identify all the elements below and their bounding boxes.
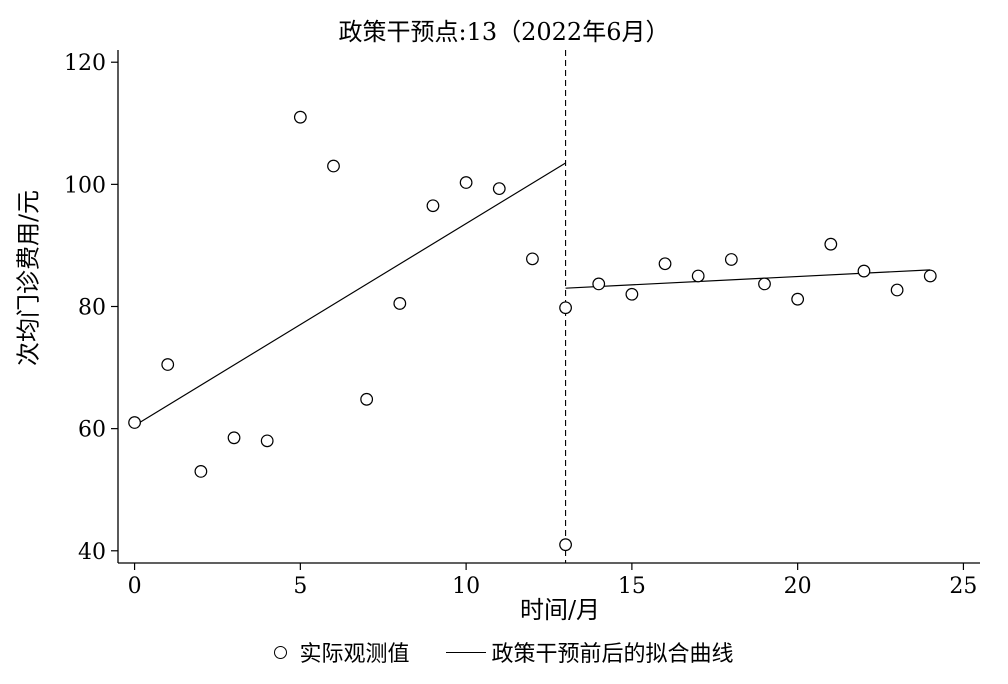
x-tick-label: 10	[452, 574, 480, 599]
fit-line-segment	[565, 269, 931, 289]
line-marker-icon	[445, 651, 486, 653]
data-point	[426, 199, 440, 213]
legend-label-fit: 政策干预前后的拟合曲线	[491, 642, 734, 667]
data-point	[625, 287, 639, 301]
x-tick-label: 20	[784, 574, 812, 599]
x-axis-label: 时间/月	[519, 596, 601, 624]
data-point	[890, 283, 904, 297]
data-point	[194, 464, 208, 478]
y-tick-label: 80	[78, 296, 106, 321]
legend-item-fit: 政策干预前后的拟合曲线	[445, 636, 734, 668]
data-point	[293, 110, 307, 124]
data-point	[492, 182, 506, 196]
data-point	[592, 277, 606, 291]
data-point	[857, 264, 871, 278]
x-tick-label: 25	[949, 574, 977, 599]
y-tick-label: 100	[64, 173, 106, 198]
x-tick-label: 0	[128, 574, 142, 599]
legend-item-observed: 实际观测值	[274, 636, 410, 668]
data-point	[360, 392, 374, 406]
data-point	[791, 292, 805, 306]
data-point	[459, 176, 473, 189]
data-point	[227, 431, 241, 445]
y-tick-label: 60	[78, 418, 106, 443]
data-point	[327, 159, 340, 173]
data-point	[559, 301, 572, 315]
data-point	[658, 257, 672, 271]
data-point	[923, 269, 937, 283]
legend: 实际观测值 政策干预前后的拟合曲线	[0, 636, 1008, 668]
data-point	[526, 252, 539, 266]
data-point	[393, 297, 407, 310]
legend-label-observed: 实际观测值	[299, 642, 410, 667]
circle-marker-icon	[274, 645, 288, 659]
y-axis-label: 次均门诊费用/元	[14, 189, 43, 367]
y-tick-label: 120	[64, 51, 106, 76]
x-tick-label: 15	[618, 574, 646, 599]
data-point	[724, 253, 738, 266]
fit-line-segment	[134, 162, 566, 427]
chart-title: 政策干预点:13（2022年6月）	[338, 18, 670, 46]
data-point	[161, 358, 175, 371]
data-point	[559, 538, 572, 552]
data-point	[758, 277, 771, 291]
y-tick-label: 40	[78, 540, 106, 565]
data-point	[824, 237, 838, 251]
x-tick-label: 5	[293, 574, 307, 599]
data-point	[691, 269, 705, 283]
data-point	[128, 416, 141, 429]
data-point	[260, 434, 274, 448]
